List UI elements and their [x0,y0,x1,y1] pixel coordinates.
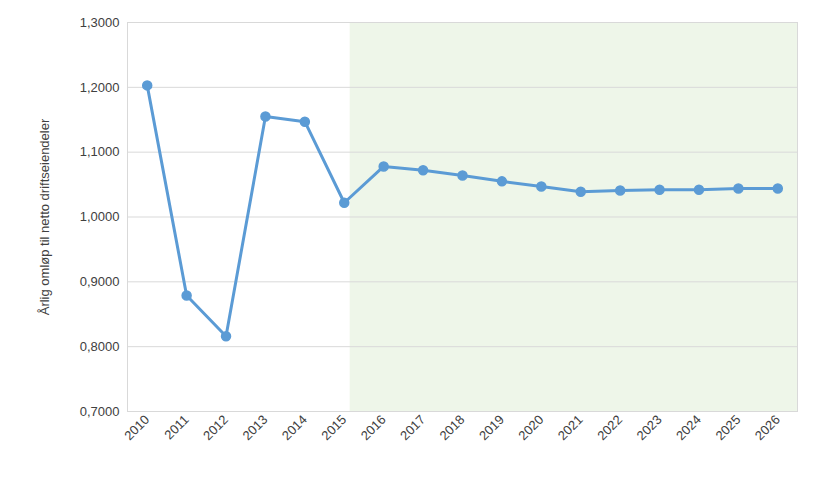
svg-text:2026: 2026 [752,412,783,443]
svg-text:1,1000: 1,1000 [80,144,120,159]
svg-text:2014: 2014 [279,412,310,443]
svg-text:2016: 2016 [358,412,389,443]
svg-text:0,9000: 0,9000 [80,274,120,289]
svg-text:2013: 2013 [239,412,270,443]
svg-text:0,8000: 0,8000 [80,339,120,354]
svg-text:2015: 2015 [318,412,349,443]
svg-text:2022: 2022 [594,412,625,443]
svg-text:Årlig omløp til netto driftsei: Årlig omløp til netto driftseiendeler [37,118,52,315]
svg-text:2025: 2025 [712,412,743,443]
svg-text:1,2000: 1,2000 [80,79,120,94]
svg-text:2010: 2010 [121,412,152,443]
svg-text:2024: 2024 [673,412,704,443]
svg-text:1,0000: 1,0000 [80,209,120,224]
svg-text:2020: 2020 [515,412,546,443]
svg-text:2011: 2011 [161,412,191,442]
svg-text:0,7000: 0,7000 [80,404,120,419]
svg-text:1,3000: 1,3000 [80,15,120,30]
svg-text:2019: 2019 [476,412,507,443]
svg-text:2012: 2012 [200,412,231,443]
svg-text:2017: 2017 [397,412,428,443]
svg-text:2018: 2018 [437,412,468,443]
svg-text:2021: 2021 [555,412,586,443]
svg-text:2023: 2023 [634,412,665,443]
